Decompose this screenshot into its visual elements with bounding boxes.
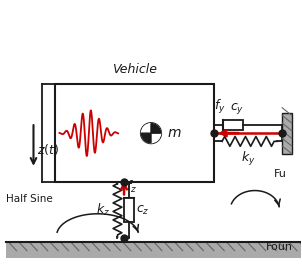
- Bar: [6, 242, 302, 258]
- Polygon shape: [141, 133, 151, 143]
- Text: $m$: $m$: [167, 126, 182, 140]
- Text: $z(t)$: $z(t)$: [37, 142, 59, 157]
- Text: Half Sine: Half Sine: [6, 194, 53, 204]
- Text: $c_z$: $c_z$: [136, 204, 149, 217]
- Bar: [55, 84, 214, 182]
- Polygon shape: [151, 123, 161, 133]
- Text: $f_y$: $f_y$: [214, 98, 226, 116]
- Circle shape: [141, 123, 161, 144]
- Text: Vehicle: Vehicle: [112, 63, 157, 76]
- Text: Fu: Fu: [274, 169, 287, 179]
- Bar: [223, 120, 243, 130]
- Text: $c_y$: $c_y$: [230, 101, 244, 116]
- Text: $k_z$: $k_z$: [96, 202, 110, 218]
- Circle shape: [141, 123, 161, 143]
- Bar: [124, 199, 133, 222]
- Text: $f_z$: $f_z$: [126, 179, 137, 195]
- Text: Foun: Foun: [266, 242, 293, 252]
- Text: $k_y$: $k_y$: [241, 150, 255, 168]
- Bar: [282, 113, 292, 154]
